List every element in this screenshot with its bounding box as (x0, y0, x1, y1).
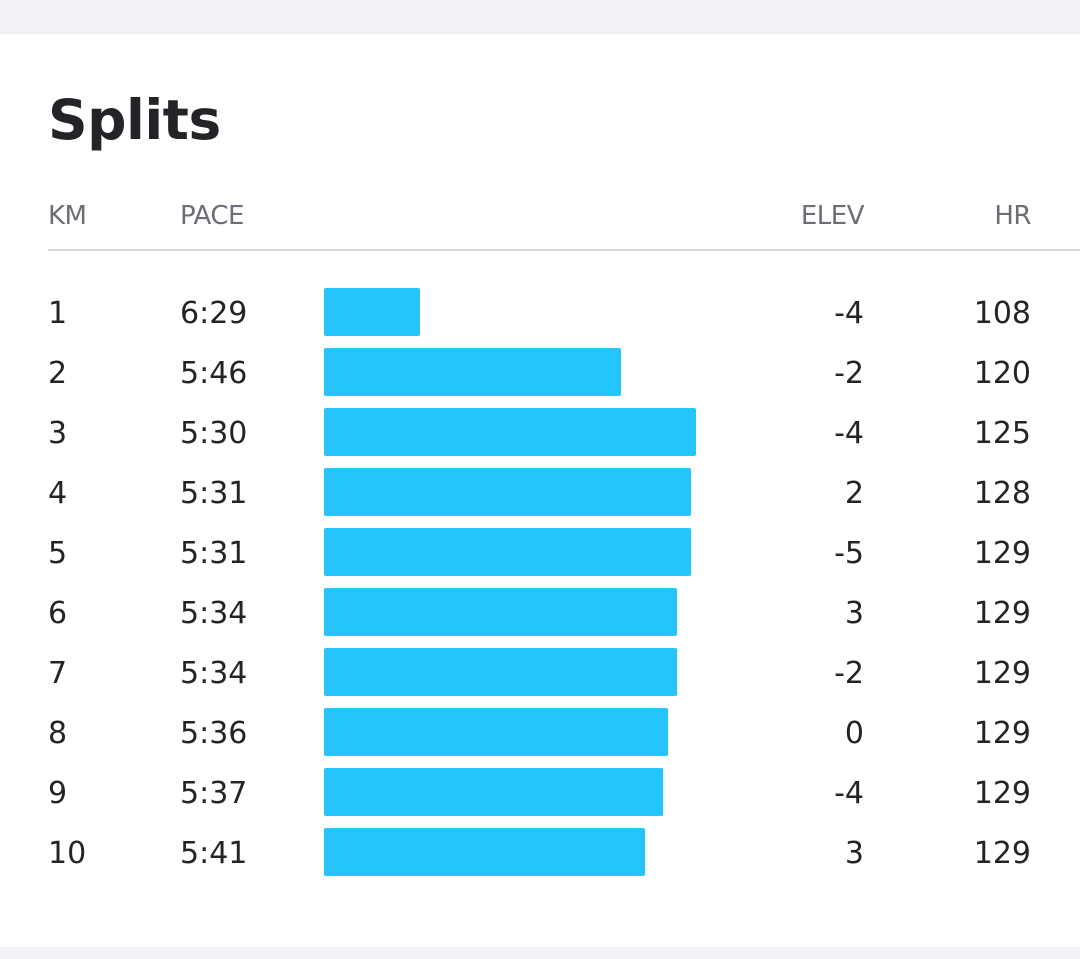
elev-value: 3 (844, 596, 864, 631)
table-row: 8 5:36 0 129 (0, 704, 1080, 764)
pace-value: 5:30 (180, 416, 248, 451)
pace-value: 5:36 (180, 716, 248, 751)
km-value: 2 (48, 356, 68, 391)
hr-value: 129 (973, 656, 1031, 691)
table-row: 6 5:34 3 129 (0, 584, 1080, 644)
pace-value: 5:37 (180, 776, 248, 811)
elev-value: 0 (844, 716, 864, 751)
table-row: 9 5:37 -4 129 (0, 764, 1080, 824)
hr-value: 128 (973, 476, 1031, 511)
table-header: KM PACE ELEV HR (0, 196, 1080, 236)
hr-value: 129 (973, 716, 1031, 751)
hr-value: 129 (973, 776, 1031, 811)
header-divider (48, 249, 1080, 251)
hr-value: 129 (973, 836, 1031, 871)
elev-value: -4 (834, 296, 864, 331)
km-value: 10 (48, 836, 87, 871)
km-value: 4 (48, 476, 68, 511)
pace-value: 5:31 (180, 536, 248, 571)
km-value: 6 (48, 596, 68, 631)
elev-value: 3 (844, 836, 864, 871)
pace-bar (324, 348, 621, 396)
elev-value: -2 (834, 656, 864, 691)
km-value: 7 (48, 656, 68, 691)
header-km: KM (48, 201, 87, 231)
header-hr: HR (994, 201, 1031, 231)
hr-value: 125 (973, 416, 1031, 451)
km-value: 5 (48, 536, 68, 571)
km-value: 3 (48, 416, 68, 451)
pace-bar (324, 768, 663, 816)
hr-value: 108 (973, 296, 1031, 331)
pace-value: 5:31 (180, 476, 248, 511)
elev-value: 2 (844, 476, 864, 511)
header-elev: ELEV (800, 201, 865, 231)
km-value: 9 (48, 776, 68, 811)
pace-bar (324, 288, 420, 336)
pace-bar (324, 648, 677, 696)
hr-value: 129 (973, 596, 1031, 631)
table-row: 3 5:30 -4 125 (0, 404, 1080, 464)
table-row: 4 5:31 2 128 (0, 464, 1080, 524)
pace-bar (324, 828, 645, 876)
elev-value: -5 (834, 536, 864, 571)
table-row: 5 5:31 -5 129 (0, 524, 1080, 584)
elev-value: -2 (834, 356, 864, 391)
table-row: 10 5:41 3 129 (0, 824, 1080, 884)
pace-value: 5:34 (180, 596, 248, 631)
page-title: Splits (48, 88, 221, 152)
km-value: 1 (48, 296, 68, 331)
pace-bar (324, 468, 691, 516)
table-row: 1 6:29 -4 108 (0, 284, 1080, 344)
pace-bar (324, 708, 668, 756)
elev-value: -4 (834, 416, 864, 451)
pace-bar (324, 528, 691, 576)
pace-bar (324, 408, 696, 456)
pace-value: 5:46 (180, 356, 248, 391)
header-pace: PACE (180, 201, 244, 231)
elev-value: -4 (834, 776, 864, 811)
pace-value: 5:34 (180, 656, 248, 691)
pace-value: 6:29 (180, 296, 248, 331)
table-row: 7 5:34 -2 129 (0, 644, 1080, 704)
pace-value: 5:41 (180, 836, 248, 871)
hr-value: 129 (973, 536, 1031, 571)
table-row: 2 5:46 -2 120 (0, 344, 1080, 404)
hr-value: 120 (973, 356, 1031, 391)
pace-bar (324, 588, 677, 636)
km-value: 8 (48, 716, 68, 751)
